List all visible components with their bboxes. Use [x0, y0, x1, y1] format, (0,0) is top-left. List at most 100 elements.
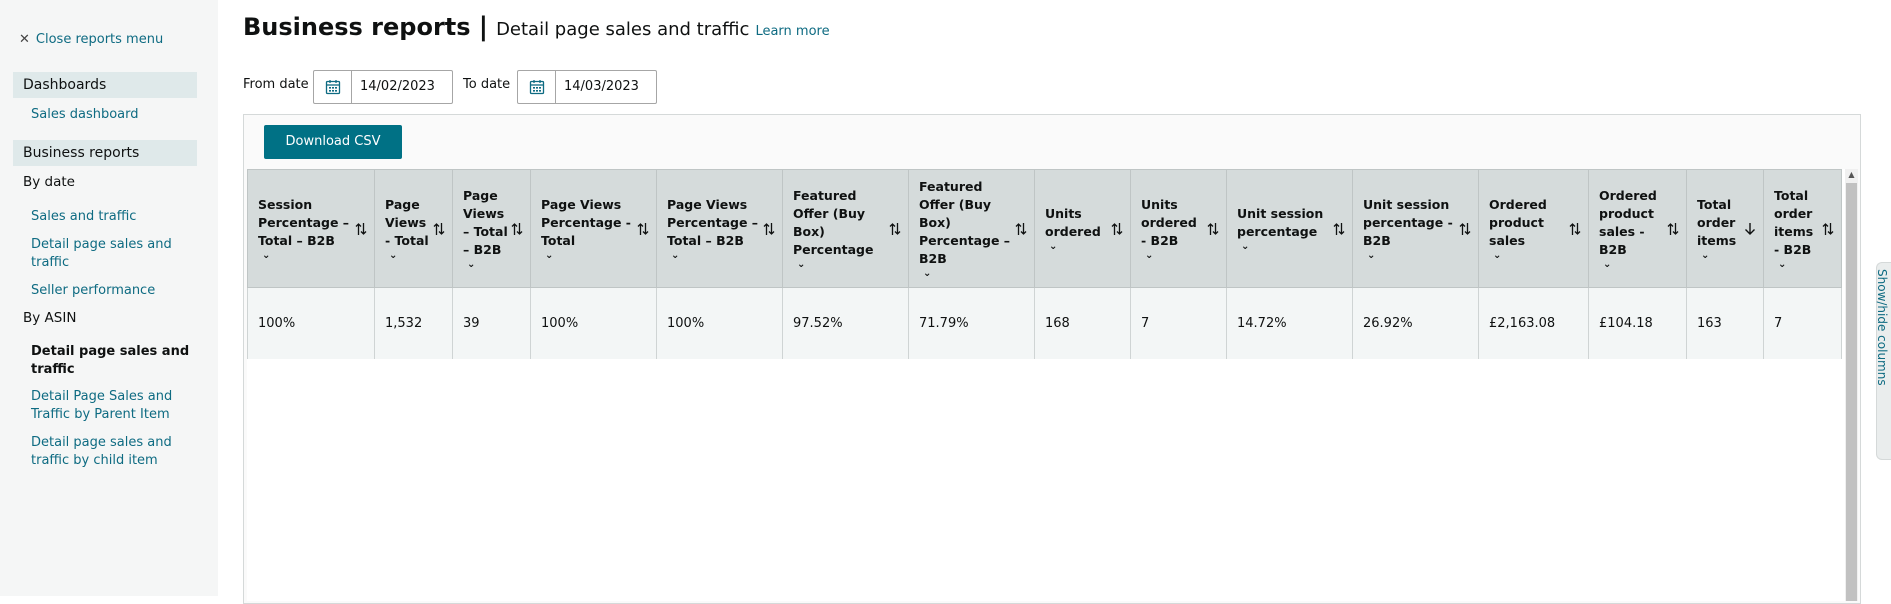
table-cell: 7 [1130, 287, 1227, 359]
column-header-label: Ordered product sales - B2B [1599, 187, 1657, 257]
sidebar-item-by-child-item[interactable]: Detail page sales and traffic by child i… [31, 435, 172, 468]
vertical-scrollbar[interactable]: ▲ [1845, 169, 1858, 601]
column-header[interactable]: Ordered product sales - B2B ⌄ [1588, 169, 1687, 288]
column-header-label: Page Views – Total – B2B [463, 187, 508, 257]
chevron-down-icon[interactable]: ⌄ [467, 258, 476, 270]
chevron-down-icon[interactable]: ⌄ [1145, 249, 1154, 261]
column-header[interactable]: Total order items - B2B ⌄ [1763, 169, 1842, 288]
sort-icon[interactable] [1568, 222, 1582, 236]
sort-icon[interactable] [510, 222, 524, 236]
table-cell: 14.72% [1226, 287, 1353, 359]
table-cell: £104.18 [1588, 287, 1687, 359]
report-table: Session Percentage – Total – B2B ⌄ Page Vi… [247, 169, 1842, 359]
scrollbar-thumb[interactable] [1846, 183, 1857, 601]
chevron-down-icon[interactable]: ⌄ [1241, 240, 1250, 252]
column-header[interactable]: Total order items ⌄ [1686, 169, 1764, 288]
column-header[interactable]: Page Views Percentage – Total – B2B ⌄ [656, 169, 783, 288]
sort-icon[interactable] [1110, 222, 1124, 236]
page-header: Business reports | Detail page sales and… [243, 12, 830, 42]
table-cell: 71.79% [908, 287, 1035, 359]
column-header-label: Unit session percentage - B2B [1363, 196, 1453, 248]
sidebar-item-seller-performance[interactable]: Seller performance [31, 283, 156, 298]
sort-icon[interactable] [1666, 222, 1680, 236]
column-header[interactable]: Unit session percentage - B2B ⌄ [1352, 169, 1479, 288]
scroll-up-icon[interactable]: ▲ [1848, 170, 1855, 179]
page-subtitle: Detail page sales and traffic [496, 19, 750, 40]
chevron-down-icon[interactable]: ⌄ [1778, 258, 1787, 270]
column-header[interactable]: Featured Offer (Buy Box) Percentage ⌄ [782, 169, 909, 288]
column-header-label: Units ordered [1045, 205, 1101, 239]
column-header[interactable]: Page Views – Total – B2B ⌄ [452, 169, 531, 288]
column-header[interactable]: Featured Offer (Buy Box) Percentage – B2… [908, 169, 1035, 288]
column-header-label: Units ordered - B2B [1141, 196, 1197, 248]
sidebar-item-by-parent-item[interactable]: Detail Page Sales and Traffic by Parent … [31, 389, 173, 422]
sort-icon[interactable] [432, 222, 446, 236]
download-csv-button[interactable]: Download CSV [264, 125, 402, 159]
table-cell: 100% [656, 287, 783, 359]
report-table-container: Session Percentage – Total – B2B ⌄ Page Vi… [247, 169, 1845, 601]
sidebar-item-sales-dashboard[interactable]: Sales dashboard [31, 107, 139, 122]
table-cell: 1,532 [374, 287, 453, 359]
title-separator: | [478, 12, 489, 42]
sidebar-item-detail-page-sales-and-traffic[interactable]: Detail page sales and traffic [31, 237, 172, 270]
chevron-down-icon[interactable]: ⌄ [1603, 258, 1612, 270]
column-header[interactable]: Units ordered ⌄ [1034, 169, 1131, 288]
calendar-icon[interactable] [314, 71, 352, 103]
chevron-down-icon[interactable]: ⌄ [262, 249, 271, 261]
page-title: Business reports [243, 13, 471, 41]
sort-descending-icon[interactable] [1743, 222, 1757, 236]
dashboards-heading: Dashboards [13, 72, 197, 98]
chevron-down-icon[interactable]: ⌄ [671, 249, 680, 261]
column-header-label: Session Percentage – Total – B2B [258, 196, 350, 248]
chevron-down-icon[interactable]: ⌄ [1049, 240, 1058, 252]
sidebar-item-asin-detail-page-sales-and-traffic[interactable]: Detail page sales and traffic [31, 344, 190, 377]
column-header-label: Unit session percentage [1237, 205, 1324, 239]
table-cell: 100% [530, 287, 657, 359]
column-header[interactable]: Page Views - Total ⌄ [374, 169, 453, 288]
sort-icon[interactable] [762, 222, 776, 236]
table-header-row: Session Percentage – Total – B2B ⌄ Page Vi… [247, 169, 1842, 288]
sort-icon[interactable] [1206, 222, 1220, 236]
table-cell: 97.52% [782, 287, 909, 359]
sort-icon[interactable] [1821, 222, 1835, 236]
chevron-down-icon[interactable]: ⌄ [923, 267, 932, 279]
from-date-input[interactable]: 14/02/2023 [360, 79, 435, 94]
reports-sidebar: ✕ Close reports menu Dashboards Sales da… [0, 0, 218, 596]
table-cell: 26.92% [1352, 287, 1479, 359]
by-date-label: By date [23, 174, 75, 190]
column-header[interactable]: Ordered product sales ⌄ [1478, 169, 1589, 288]
sort-icon[interactable] [636, 222, 650, 236]
show-hide-columns-tab[interactable]: Show/hide columns [1875, 262, 1891, 460]
chevron-down-icon[interactable]: ⌄ [1493, 249, 1502, 261]
column-header[interactable]: Session Percentage – Total – B2B ⌄ [247, 169, 375, 288]
sort-icon[interactable] [1014, 222, 1028, 236]
sort-icon[interactable] [354, 222, 368, 236]
chevron-down-icon[interactable]: ⌄ [797, 258, 806, 270]
chevron-down-icon[interactable]: ⌄ [389, 249, 398, 261]
calendar-icon[interactable] [518, 71, 556, 103]
table-cell: 39 [452, 287, 531, 359]
table-cell: 100% [247, 287, 375, 359]
sidebar-item-sales-and-traffic[interactable]: Sales and traffic [31, 209, 137, 224]
from-date-picker[interactable]: 14/02/2023 [313, 70, 453, 104]
column-header-label: Featured Offer (Buy Box) Percentage – B2… [919, 178, 1011, 266]
column-header[interactable]: Page Views Percentage - Total ⌄ [530, 169, 657, 288]
to-date-picker[interactable]: 14/03/2023 [517, 70, 657, 104]
close-reports-menu[interactable]: ✕ Close reports menu [19, 32, 163, 47]
column-header-label: Page Views - Total [385, 196, 429, 248]
sort-icon[interactable] [888, 222, 902, 236]
to-date-input[interactable]: 14/03/2023 [564, 79, 639, 94]
column-header[interactable]: Unit session percentage ⌄ [1226, 169, 1353, 288]
report-panel: Download CSV Session Percentage – Total … [243, 114, 1861, 604]
column-header[interactable]: Units ordered - B2B ⌄ [1130, 169, 1227, 288]
table-cell: 7 [1763, 287, 1842, 359]
learn-more-link[interactable]: Learn more [755, 24, 830, 39]
chevron-down-icon[interactable]: ⌄ [1701, 249, 1710, 261]
column-header-label: Page Views Percentage - Total [541, 196, 631, 248]
chevron-down-icon[interactable]: ⌄ [1367, 249, 1376, 261]
chevron-down-icon[interactable]: ⌄ [545, 249, 554, 261]
sort-icon[interactable] [1458, 222, 1472, 236]
to-date-label: To date [463, 77, 511, 92]
sort-icon[interactable] [1332, 222, 1346, 236]
column-header-label: Total order items - B2B [1774, 187, 1814, 257]
